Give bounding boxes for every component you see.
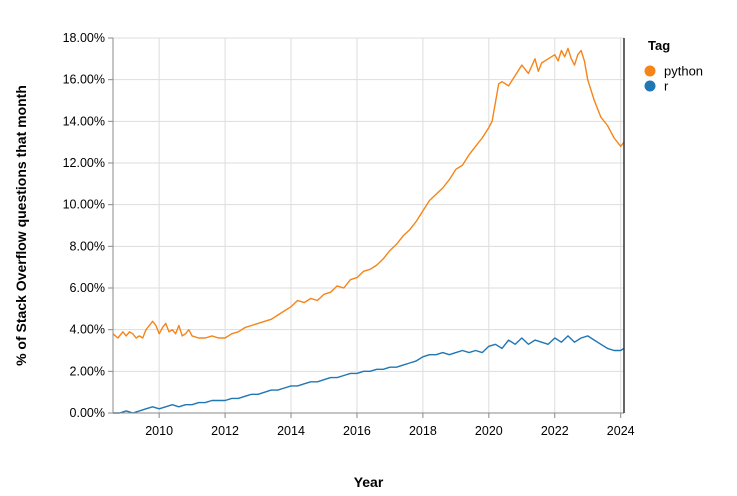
x-axis-title: Year bbox=[354, 474, 384, 490]
legend-swatch-python bbox=[644, 65, 656, 77]
y-tick-label: 18.00% bbox=[63, 31, 105, 45]
x-tick-label: 2022 bbox=[541, 424, 569, 438]
y-tick-label: 12.00% bbox=[63, 156, 105, 170]
y-tick-label: 8.00% bbox=[70, 239, 105, 253]
series-lines bbox=[112, 47, 625, 414]
series-line-python bbox=[112, 47, 625, 339]
x-tick-label: 2016 bbox=[343, 424, 371, 438]
y-tick-label: 14.00% bbox=[63, 114, 105, 128]
legend-swatch-r bbox=[644, 80, 656, 92]
legend-title: Tag bbox=[648, 38, 670, 53]
y-axis-title: % of Stack Overflow questions that month bbox=[13, 85, 29, 366]
x-tick-label: 2024 bbox=[607, 424, 635, 438]
grid-lines bbox=[113, 37, 624, 414]
y-tick-label: 6.00% bbox=[70, 281, 105, 295]
y-tick-label: 16.00% bbox=[63, 73, 105, 87]
y-tick-label: 4.00% bbox=[70, 323, 105, 337]
y-tick-label: 0.00% bbox=[70, 406, 105, 420]
series-line-r bbox=[113, 335, 625, 414]
x-tick-label: 2018 bbox=[409, 424, 437, 438]
y-tick-label: 10.00% bbox=[63, 198, 105, 212]
legend-label-r: r bbox=[664, 79, 669, 94]
y-tick-label: 2.00% bbox=[70, 364, 105, 378]
x-tick-label: 2012 bbox=[211, 424, 239, 438]
x-tick-label: 2010 bbox=[145, 424, 173, 438]
legend-label-python: python bbox=[664, 64, 703, 79]
axes: 0.00% 2.00% 4.00% 6.00% 8.00% 10.00% 12.00% 14.… bbox=[63, 31, 635, 438]
x-tick-label: 2020 bbox=[475, 424, 503, 438]
x-tick-label: 2014 bbox=[277, 424, 305, 438]
